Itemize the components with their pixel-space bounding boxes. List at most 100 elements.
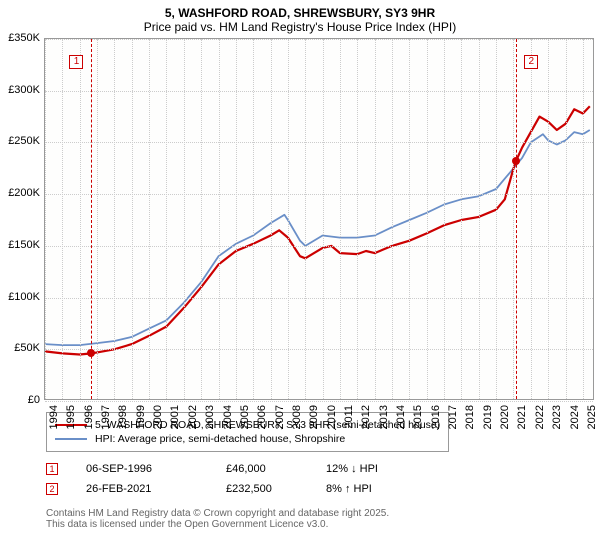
gridline-v	[392, 39, 393, 399]
x-axis-label: 2025	[586, 405, 598, 445]
x-axis-label: 2016	[430, 405, 442, 445]
x-axis-label: 2006	[256, 405, 268, 445]
x-axis-label: 2014	[395, 405, 407, 445]
gridline-v	[97, 39, 98, 399]
data-row-marker: 1	[46, 463, 58, 475]
gridline-v	[45, 39, 46, 399]
x-axis-label: 2020	[499, 405, 511, 445]
x-axis-label: 2019	[482, 405, 494, 445]
data-row: 1 06-SEP-1996£46,00012% ↓ HPI	[46, 460, 426, 478]
data-row: 2 26-FEB-2021£232,5008% ↑ HPI	[46, 480, 426, 498]
x-axis-label: 1994	[48, 405, 60, 445]
gridline-h	[45, 298, 593, 299]
gridline-v	[114, 39, 115, 399]
x-axis-label: 1998	[117, 405, 129, 445]
sale-marker-dot	[512, 157, 520, 165]
x-axis-label: 1996	[83, 405, 95, 445]
x-axis-label: 2008	[291, 405, 303, 445]
y-axis-label: £200K	[0, 187, 40, 199]
gridline-v	[305, 39, 306, 399]
data-row-marker: 2	[46, 483, 58, 495]
y-axis-label: £350K	[0, 32, 40, 44]
y-axis-label: £50K	[0, 342, 40, 354]
x-axis-label: 1995	[65, 405, 77, 445]
event-vline	[516, 39, 517, 399]
footer-line-2: This data is licensed under the Open Gov…	[46, 519, 389, 530]
chart-container: 5, WASHFORD ROAD, SHREWSBURY, SY3 9HR Pr…	[0, 0, 600, 560]
y-axis-label: £250K	[0, 135, 40, 147]
gridline-v	[427, 39, 428, 399]
gridline-h	[45, 194, 593, 195]
gridline-v	[132, 39, 133, 399]
x-axis-label: 2009	[308, 405, 320, 445]
gridline-v	[444, 39, 445, 399]
gridline-h	[45, 349, 593, 350]
gridline-h	[45, 401, 593, 402]
x-axis-label: 2021	[516, 405, 528, 445]
gridline-v	[323, 39, 324, 399]
gridline-v	[479, 39, 480, 399]
gridline-v	[184, 39, 185, 399]
title-block: 5, WASHFORD ROAD, SHREWSBURY, SY3 9HR Pr…	[0, 0, 600, 36]
data-row-price: £46,000	[226, 463, 326, 475]
gridline-v	[201, 39, 202, 399]
gridline-v	[566, 39, 567, 399]
y-axis-label: £300K	[0, 84, 40, 96]
x-axis-label: 2010	[326, 405, 338, 445]
x-axis-label: 2023	[551, 405, 563, 445]
gridline-v	[357, 39, 358, 399]
y-axis-label: £100K	[0, 291, 40, 303]
chart-plot-area: 12	[44, 38, 594, 400]
gridline-v	[375, 39, 376, 399]
x-axis-label: 2012	[360, 405, 372, 445]
gridline-v	[271, 39, 272, 399]
title-line-1: 5, WASHFORD ROAD, SHREWSBURY, SY3 9HR	[0, 6, 600, 20]
gridline-v	[219, 39, 220, 399]
sale-marker-dot	[87, 349, 95, 357]
gridline-v	[496, 39, 497, 399]
data-row-price: £232,500	[226, 483, 326, 495]
event-vline	[91, 39, 92, 399]
y-axis-label: £0	[0, 394, 40, 406]
title-line-2: Price paid vs. HM Land Registry's House …	[0, 20, 600, 34]
x-axis-label: 2024	[569, 405, 581, 445]
x-axis-label: 2015	[412, 405, 424, 445]
gridline-v	[288, 39, 289, 399]
gridline-h	[45, 142, 593, 143]
y-axis-label: £150K	[0, 239, 40, 251]
footer-line-1: Contains HM Land Registry data © Crown c…	[46, 508, 389, 519]
gridline-v	[166, 39, 167, 399]
x-axis-label: 2003	[204, 405, 216, 445]
gridline-v	[461, 39, 462, 399]
gridline-v	[583, 39, 584, 399]
x-axis-label: 1997	[100, 405, 112, 445]
gridline-v	[80, 39, 81, 399]
gridline-v	[531, 39, 532, 399]
x-axis-label: 2011	[343, 405, 355, 445]
data-row-date: 26-FEB-2021	[86, 483, 226, 495]
data-row-diff: 12% ↓ HPI	[326, 463, 426, 475]
footer: Contains HM Land Registry data © Crown c…	[46, 508, 389, 530]
data-row-date: 06-SEP-1996	[86, 463, 226, 475]
x-axis-label: 2005	[239, 405, 251, 445]
gridline-h	[45, 91, 593, 92]
x-axis-label: 2002	[187, 405, 199, 445]
x-axis-label: 2013	[378, 405, 390, 445]
data-table: 1 06-SEP-1996£46,00012% ↓ HPI 2 26-FEB-2021…	[46, 458, 426, 500]
gridline-v	[409, 39, 410, 399]
data-row-diff: 8% ↑ HPI	[326, 483, 426, 495]
x-axis-label: 2022	[534, 405, 546, 445]
gridline-v	[253, 39, 254, 399]
gridline-v	[236, 39, 237, 399]
gridline-v	[548, 39, 549, 399]
gridline-v	[149, 39, 150, 399]
gridline-v	[62, 39, 63, 399]
gridline-v	[513, 39, 514, 399]
sale-marker-box: 2	[524, 55, 538, 69]
sale-marker-box: 1	[69, 55, 83, 69]
gridline-v	[340, 39, 341, 399]
x-axis-label: 2001	[169, 405, 181, 445]
series-price_paid	[45, 106, 590, 354]
x-axis-label: 2018	[464, 405, 476, 445]
x-axis-label: 1999	[135, 405, 147, 445]
